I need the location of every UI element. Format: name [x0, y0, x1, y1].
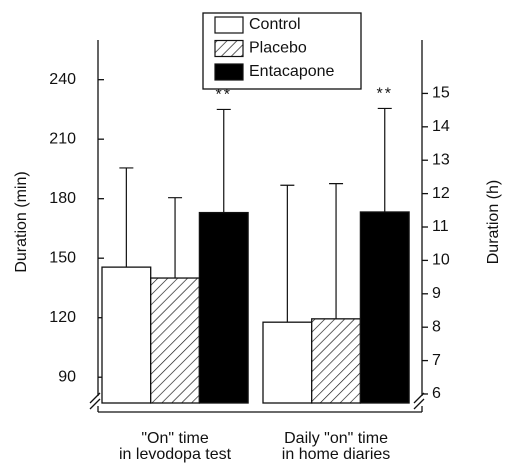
legend-swatch	[214, 39, 244, 58]
y-tick-label: 240	[49, 71, 76, 88]
y2-tick-label: 8	[432, 318, 441, 335]
y2-tick-label: 10	[432, 252, 450, 269]
error-bar	[377, 107, 392, 212]
y2-tick-label: 13	[432, 151, 450, 168]
bar	[359, 211, 410, 404]
error-bar	[280, 184, 295, 323]
error-bar	[119, 167, 134, 268]
y-tick-label: 150	[49, 249, 76, 266]
y-axis-title: Duration (min)	[13, 171, 30, 272]
y-tick-label: 210	[49, 130, 76, 147]
bar	[150, 277, 201, 404]
legend-label: Entacapone	[249, 63, 335, 80]
error-bar	[329, 182, 344, 319]
legend-swatch	[214, 16, 244, 34]
y2-tick-label: 12	[432, 185, 450, 202]
x-tick-label: "On" time	[141, 430, 208, 447]
y-tick-label: 120	[49, 309, 76, 326]
left-axis	[89, 40, 101, 412]
y2-tick-label: 11	[432, 218, 449, 235]
y2-axis-title: Duration (h)	[485, 180, 502, 264]
error-bar	[168, 197, 183, 279]
bar	[198, 211, 249, 404]
x-tick-label: in levodopa test	[119, 446, 232, 463]
y2-tick-label: 15	[432, 85, 450, 102]
y2-tick-label: 7	[432, 352, 441, 369]
bar	[262, 321, 313, 404]
y2-tick-label: 6	[432, 385, 441, 402]
y-tick-label: 90	[58, 368, 76, 385]
y2-tick-label: 9	[432, 285, 441, 302]
significance-label: **	[377, 86, 393, 103]
y-tick-label: 180	[49, 190, 76, 207]
y2-tick-label: 14	[432, 118, 450, 135]
x-tick-label: in home diaries	[282, 446, 391, 463]
error-bar	[216, 108, 231, 213]
legend-swatch	[214, 63, 244, 81]
significance-label: **	[216, 87, 232, 104]
legend-label: Placebo	[249, 40, 307, 57]
bar	[311, 318, 362, 404]
legend-label: Control	[249, 16, 301, 33]
right-axis	[413, 40, 425, 412]
x-tick-label: Daily "on" time	[284, 430, 388, 447]
bar	[101, 266, 152, 404]
